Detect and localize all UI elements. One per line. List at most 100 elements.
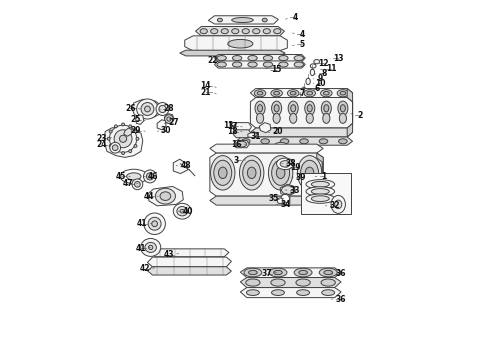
Text: 28: 28 [163, 104, 174, 113]
Text: 8: 8 [321, 69, 326, 78]
Ellipse shape [120, 169, 147, 184]
Ellipse shape [322, 290, 335, 296]
Polygon shape [148, 186, 183, 206]
Ellipse shape [306, 194, 335, 203]
Polygon shape [250, 89, 353, 98]
Text: 41: 41 [136, 244, 146, 253]
Text: 11: 11 [326, 64, 336, 73]
Ellipse shape [299, 270, 307, 275]
Polygon shape [317, 153, 323, 196]
Ellipse shape [255, 101, 265, 116]
Ellipse shape [180, 210, 184, 213]
Polygon shape [240, 268, 341, 278]
Ellipse shape [340, 91, 346, 95]
Ellipse shape [156, 103, 169, 116]
Ellipse shape [248, 55, 257, 60]
Ellipse shape [294, 55, 303, 60]
Polygon shape [185, 36, 287, 51]
Ellipse shape [144, 170, 156, 183]
Polygon shape [196, 27, 285, 36]
Polygon shape [236, 137, 353, 145]
Ellipse shape [141, 103, 154, 116]
Ellipse shape [152, 221, 157, 226]
Ellipse shape [120, 135, 126, 142]
Ellipse shape [261, 139, 270, 144]
Text: 45: 45 [115, 172, 126, 181]
Text: 1: 1 [321, 172, 326, 181]
Ellipse shape [271, 90, 282, 97]
Ellipse shape [177, 207, 188, 216]
Ellipse shape [135, 181, 140, 187]
Text: 14: 14 [200, 81, 211, 90]
Ellipse shape [126, 173, 141, 180]
Ellipse shape [307, 105, 312, 112]
Ellipse shape [242, 29, 249, 34]
Text: 42: 42 [139, 265, 150, 274]
Text: 9: 9 [318, 74, 323, 83]
Text: 25: 25 [130, 115, 141, 124]
Ellipse shape [271, 160, 290, 185]
Text: 48: 48 [180, 161, 191, 170]
Ellipse shape [300, 139, 308, 144]
Ellipse shape [114, 130, 132, 148]
Ellipse shape [160, 192, 171, 201]
Ellipse shape [134, 130, 137, 133]
Text: 30: 30 [161, 126, 171, 135]
Ellipse shape [148, 245, 153, 249]
Ellipse shape [274, 105, 279, 112]
Ellipse shape [271, 290, 285, 296]
Ellipse shape [109, 130, 112, 133]
Ellipse shape [319, 268, 337, 277]
Text: 29: 29 [130, 126, 141, 135]
Ellipse shape [279, 62, 288, 67]
Text: 21: 21 [200, 87, 211, 96]
Ellipse shape [335, 200, 342, 209]
Ellipse shape [262, 18, 267, 22]
Ellipse shape [122, 152, 124, 154]
Ellipse shape [302, 87, 306, 94]
Ellipse shape [211, 29, 218, 34]
Ellipse shape [165, 115, 173, 123]
Ellipse shape [232, 18, 253, 23]
Ellipse shape [324, 105, 329, 112]
Text: 36: 36 [336, 269, 346, 278]
Text: 47: 47 [123, 179, 134, 188]
Text: 19: 19 [290, 163, 300, 172]
Ellipse shape [291, 105, 295, 112]
Ellipse shape [274, 91, 279, 95]
Ellipse shape [232, 55, 242, 60]
Ellipse shape [296, 290, 310, 296]
Ellipse shape [311, 196, 329, 202]
Ellipse shape [258, 105, 263, 112]
Text: 27: 27 [168, 118, 178, 127]
Ellipse shape [145, 106, 150, 112]
Ellipse shape [107, 137, 110, 140]
Text: 15: 15 [271, 65, 281, 74]
Polygon shape [240, 278, 341, 288]
Ellipse shape [263, 29, 270, 34]
Ellipse shape [245, 279, 260, 286]
Ellipse shape [305, 167, 314, 179]
Text: 17: 17 [227, 122, 238, 131]
Ellipse shape [274, 270, 282, 275]
Text: 3: 3 [234, 156, 239, 165]
Text: 13: 13 [223, 121, 234, 130]
Polygon shape [259, 123, 271, 133]
Ellipse shape [129, 150, 132, 153]
Ellipse shape [314, 59, 319, 64]
Text: 32: 32 [329, 201, 340, 210]
Ellipse shape [339, 139, 347, 144]
Ellipse shape [253, 29, 260, 34]
Ellipse shape [273, 113, 280, 123]
Ellipse shape [311, 189, 329, 194]
Text: 24: 24 [97, 140, 107, 149]
Ellipse shape [311, 181, 329, 187]
Ellipse shape [307, 91, 313, 95]
Ellipse shape [290, 113, 297, 123]
Ellipse shape [134, 144, 137, 147]
Polygon shape [282, 194, 290, 206]
Polygon shape [248, 132, 258, 138]
Ellipse shape [109, 144, 112, 147]
Ellipse shape [221, 29, 228, 34]
Polygon shape [280, 184, 295, 196]
